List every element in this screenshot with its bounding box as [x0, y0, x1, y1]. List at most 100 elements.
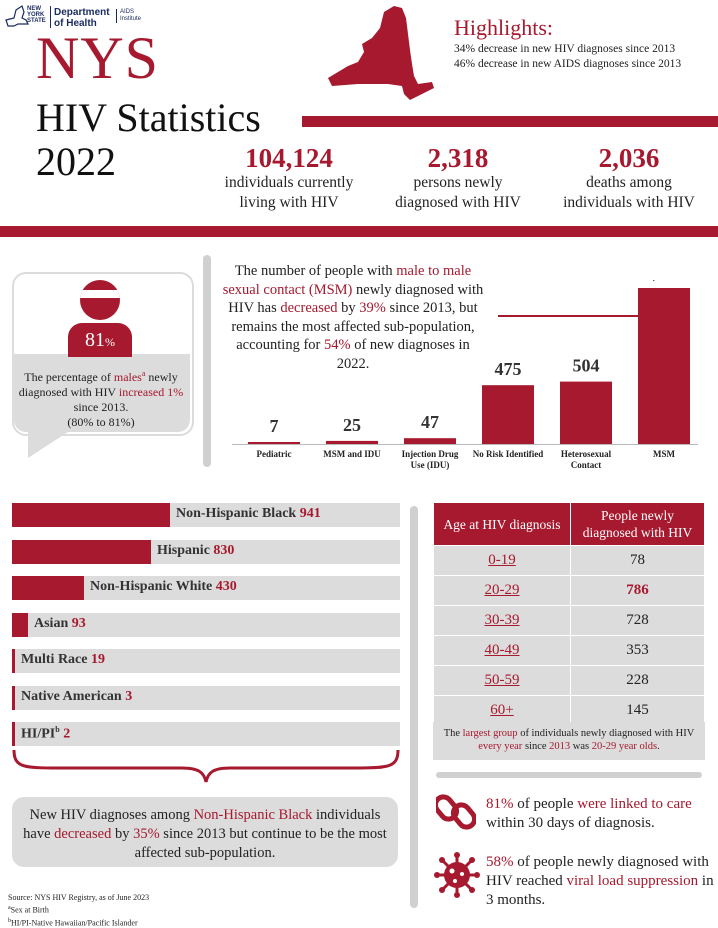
linked-to-care-fact: 81% of people were linked to care within… — [486, 796, 692, 831]
count-cell: 353 — [570, 635, 705, 666]
table-row: 0-19 78 — [433, 545, 705, 576]
stat-value: 2,036 — [598, 143, 660, 173]
race-label: Asian 93 — [34, 615, 86, 631]
brand-nys: NYS — [36, 25, 160, 91]
chart-bar — [482, 385, 534, 444]
chart-category-label: Pediatric — [257, 449, 292, 459]
stat-label: individuals with HIV — [563, 194, 695, 211]
stat-deaths: 2,036 deaths among individuals with HIV — [544, 143, 714, 213]
source-footnote: Source: NYS HIV Registry, as of June 202… — [8, 893, 150, 928]
males-callout-text: The percentage of malesa newly diagnosed… — [18, 369, 184, 429]
chart-bar — [326, 440, 378, 444]
table-row: 30-39 728 — [433, 605, 705, 636]
race-row: Non-Hispanic White 430 — [12, 576, 400, 600]
race-row: HI/PIb 2 — [12, 722, 400, 746]
brace-icon — [12, 749, 400, 783]
stat-label: individuals currently — [224, 174, 354, 191]
chart-category-label: MSM and IDU — [323, 449, 381, 459]
count-cell: 78 — [570, 545, 705, 576]
race-label: HI/PIb 2 — [21, 725, 71, 742]
race-bar-fill — [12, 685, 15, 710]
stat-label: deaths among — [586, 174, 672, 191]
nys-doh-logo: NEW YORK STATE Department of Health AIDS I… — [4, 4, 141, 30]
age-header: Age at HIV diagnosis — [433, 502, 571, 546]
logo-state-text: NEW YORK STATE — [27, 6, 46, 24]
people-header: People newly diagnosed with HIV — [570, 502, 705, 546]
race-bar-fill — [12, 722, 15, 746]
age-cell: 40-49 — [433, 635, 571, 666]
chart-value-label: 504 — [573, 356, 600, 376]
highlight-item: 46% decrease in new AIDS diagnoses since… — [454, 58, 682, 70]
msm-summary-text: The number of people with male to male s… — [222, 263, 484, 372]
count-cell: 145 — [570, 695, 705, 726]
stat-living-with-hiv: 104,124 individuals currently living wit… — [204, 143, 374, 213]
nys-state-outline-icon — [5, 5, 29, 27]
section-divider — [436, 772, 702, 778]
race-label: Non-Hispanic White 430 — [90, 579, 237, 594]
viral-suppression-fact: 58% of people newly diagnosed with HIV r… — [486, 854, 714, 908]
race-label: Non-Hispanic Black 941 — [176, 506, 321, 521]
chart-category-label: Heterosexual Contact — [561, 449, 612, 470]
table-row: 40-49 353 — [433, 635, 705, 666]
chart-value-label: 1,260 — [644, 280, 685, 282]
stat-value: 2,318 — [427, 143, 489, 173]
stat-label: persons newly — [413, 174, 503, 191]
race-row: Multi Race 19 — [12, 649, 400, 673]
age-note-text: The largest group of individuals newly d… — [443, 728, 695, 752]
column-divider — [203, 255, 211, 467]
chart-value-label: 475 — [495, 359, 522, 379]
age-cell: 60+ — [433, 695, 571, 726]
nys-map-icon — [328, 6, 434, 100]
age-cell: 30-39 — [433, 605, 571, 636]
column-divider — [410, 506, 418, 908]
header-rule — [302, 116, 718, 127]
age-table: Age at HIV diagnosis People newly diagno… — [433, 502, 705, 726]
race-row: Asian 93 — [12, 612, 400, 637]
section-rule — [0, 226, 718, 237]
age-note-box — [433, 722, 705, 760]
chart-category-label: MSM — [653, 449, 676, 459]
race-label: Native American 3 — [21, 688, 133, 704]
chain-link-icon — [436, 794, 476, 830]
table-row: 20-29 786 — [433, 575, 705, 606]
highlights-title: Highlights: — [454, 15, 554, 40]
race-bar-fill — [12, 612, 28, 637]
race-row: Non-Hispanic Black 941 — [12, 503, 400, 527]
stat-value: 104,124 — [245, 143, 333, 173]
chart-bar — [638, 288, 690, 444]
chart-bar — [248, 442, 300, 444]
males-callout-panel — [14, 354, 190, 432]
race-label: Hispanic 830 — [157, 542, 235, 558]
callout-tail — [28, 432, 68, 458]
chart-bar — [404, 438, 456, 444]
males-percent: 81% — [85, 329, 115, 351]
race-note-box — [12, 797, 398, 867]
stat-label: living with HIV — [239, 194, 339, 211]
logo-department: Department of Health — [54, 7, 110, 29]
race-bar-fill — [12, 649, 15, 673]
race-bar-fill — [12, 576, 84, 600]
race-row: Hispanic 830 — [12, 539, 400, 564]
person-body-icon — [68, 323, 132, 357]
page-year: 2022 — [36, 139, 116, 184]
count-cell: 728 — [570, 605, 705, 636]
chart-value-label: 7 — [270, 416, 279, 436]
person-icon — [80, 280, 120, 320]
count-cell: 786 — [570, 575, 705, 606]
race-row: Native American 3 — [12, 685, 400, 710]
table-row: 50-59 228 — [433, 665, 705, 696]
chart-category-label: No Risk Identified — [473, 449, 544, 459]
table-row: 60+ 145 — [433, 695, 705, 726]
chart-value-label: 47 — [421, 412, 439, 432]
race-bar-fill — [12, 539, 151, 564]
chart-value-label: 25 — [343, 415, 361, 435]
virus-icon — [434, 852, 480, 898]
stat-newly-diagnosed: 2,318 persons newly diagnosed with HIV — [373, 143, 543, 213]
logo-institute: AIDS Institute — [116, 9, 150, 23]
highlight-item: 34% decrease in new HIV diagnoses since … — [454, 43, 676, 55]
msm-pointer-line — [498, 315, 642, 317]
race-bar-fill — [12, 503, 170, 527]
count-cell: 228 — [570, 665, 705, 696]
race-label: Multi Race 19 — [21, 652, 105, 667]
transmission-bar-chart: 7 Pediatric 25 MSM and IDU 47 Injection Drug U… — [232, 280, 698, 470]
